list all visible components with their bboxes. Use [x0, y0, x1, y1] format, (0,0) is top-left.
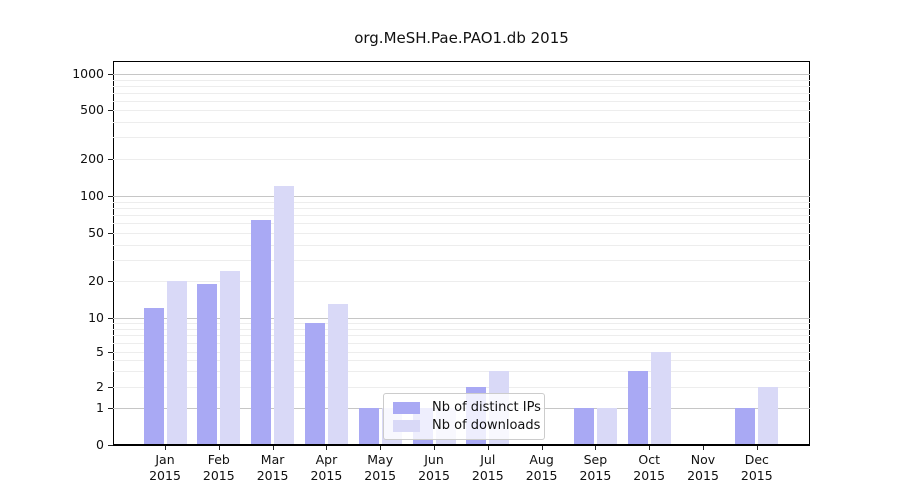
x-tick-label: Aug 2015: [525, 452, 558, 483]
bar-downloads: [274, 186, 295, 444]
y-tick-label: 10: [88, 310, 104, 325]
bar-downloads: [758, 387, 779, 444]
x-tick-mark: [487, 446, 489, 450]
x-axis-line: [113, 443, 810, 446]
gridline-minor: [113, 137, 810, 139]
gridline-minor: [113, 92, 810, 94]
y-tick-label: 200: [80, 151, 104, 166]
x-tick-mark: [434, 446, 435, 450]
x-tick-mark: [165, 446, 166, 450]
y-tick-label: 1: [96, 400, 104, 415]
x-tick-label: Dec 2015: [740, 452, 773, 483]
legend-label-distinct-ips: Nb of distinct IPs: [432, 400, 541, 415]
y-tick-mark: [108, 318, 113, 319]
x-tick-label: Jul 2015: [471, 452, 504, 483]
y-tick-mark: [108, 387, 113, 388]
gridline-minor: [113, 223, 810, 225]
x-tick-mark: [218, 446, 220, 450]
legend-swatch-downloads: [393, 419, 420, 432]
y-tick-mark: [108, 281, 113, 282]
bar-distinct-ips: [358, 408, 379, 444]
bar-downloads: [166, 281, 187, 444]
x-tick-label: Apr 2015: [310, 452, 343, 483]
y-tick-mark: [108, 159, 113, 160]
x-tick-label: Sep 2015: [579, 452, 612, 483]
x-tick-label: Nov 2015: [687, 452, 719, 483]
y-tick-label: 2: [96, 379, 104, 394]
x-tick-label: Oct 2015: [633, 452, 666, 483]
y-tick-label: 20: [88, 273, 104, 288]
bar-downloads: [327, 304, 348, 444]
x-tick-mark: [703, 446, 704, 450]
gridline-minor: [113, 121, 810, 123]
x-tick-mark: [272, 446, 274, 450]
y-tick-label: 500: [80, 102, 104, 117]
bar-distinct-ips: [627, 371, 648, 444]
gridline-minor: [113, 335, 810, 337]
gridline-minor: [113, 360, 810, 362]
gridline-minor: [113, 371, 810, 373]
y-tick-label: 5: [96, 343, 104, 359]
gridline-minor: [113, 233, 810, 234]
gridline-minor: [113, 244, 810, 246]
x-tick-mark: [649, 446, 651, 450]
y-tick-label: 1000: [72, 66, 104, 81]
gridline-minor: [113, 79, 810, 81]
y-tick-mark: [108, 408, 113, 409]
x-tick-mark: [326, 446, 328, 450]
bar-distinct-ips: [735, 408, 756, 444]
x-tick-label: Mar 2015: [256, 452, 289, 483]
gridline-minor: [113, 159, 810, 160]
x-tick-mark: [756, 446, 758, 450]
gridline-minor: [113, 351, 810, 353]
bar-downloads: [220, 271, 241, 444]
bar-distinct-ips: [251, 219, 272, 444]
gridline-minor: [113, 100, 810, 102]
gridline-minor: [113, 259, 810, 261]
legend: Nb of distinct IPs Nb of downloads: [383, 393, 545, 440]
y-tick-mark: [108, 233, 113, 234]
gridline-minor: [113, 281, 810, 282]
gridline-minor: [113, 201, 810, 203]
gridline-minor: [113, 342, 810, 344]
x-tick-label: May 2015: [364, 452, 397, 483]
y-tick-mark: [108, 445, 113, 446]
bar-distinct-ips: [573, 408, 594, 444]
y-tick-label: 100: [80, 188, 104, 203]
gridline-minor: [113, 323, 810, 325]
x-tick-label: Feb 2015: [202, 452, 235, 483]
gridline-major: [113, 318, 810, 319]
chart-title: org.MeSH.Pae.PAO1.db 2015: [354, 29, 569, 47]
legend-swatch-distinct-ips: [393, 401, 420, 414]
bar-downloads: [596, 408, 617, 444]
y-tick-mark: [108, 196, 113, 197]
legend-label-downloads: Nb of downloads: [432, 418, 541, 433]
y-tick-label: 50: [88, 225, 104, 240]
x-tick-label: Jan 2015: [149, 452, 181, 483]
x-tick-mark: [380, 446, 382, 450]
legend-item-downloads: Nb of downloads: [393, 418, 544, 433]
bar-distinct-ips: [143, 308, 164, 444]
x-tick-label: Jun 2015: [418, 452, 450, 483]
legend-item-distinct-ips: Nb of distinct IPs: [393, 400, 544, 415]
x-tick-mark: [595, 446, 597, 450]
y-tick-label: 0: [96, 437, 104, 452]
gridline-minor: [113, 207, 810, 209]
y-tick-mark: [108, 351, 113, 353]
gridline-major: [113, 74, 810, 75]
gridline-minor: [113, 328, 810, 330]
y-tick-mark: [108, 110, 113, 111]
bar-downloads: [650, 351, 671, 444]
bar-distinct-ips: [304, 323, 325, 444]
gridline-minor: [113, 215, 810, 216]
gridline-minor: [113, 387, 810, 388]
gridline-minor: [113, 85, 810, 87]
bar-distinct-ips: [197, 283, 218, 444]
x-tick-mark: [541, 446, 543, 450]
gridline-major: [113, 196, 810, 197]
gridline-minor: [113, 110, 810, 111]
y-tick-mark: [108, 74, 113, 75]
